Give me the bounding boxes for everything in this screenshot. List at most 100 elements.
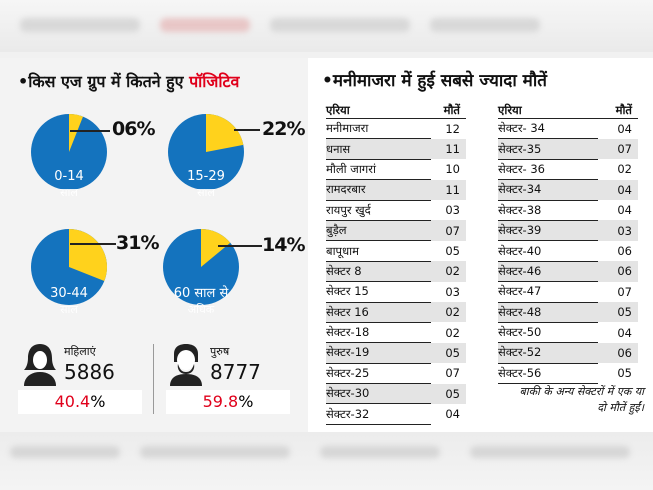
deaths-cell: 05	[431, 240, 466, 262]
table-row: रामदरबार 11	[326, 179, 466, 201]
blurred-page-bottom	[0, 432, 653, 490]
leader-line	[70, 130, 110, 132]
table-row: सेक्टर-38 04	[498, 200, 638, 221]
area-cell: सेक्टर-48	[498, 302, 598, 323]
deaths-cell: 06	[598, 342, 638, 364]
table-row: सेक्टर-52 06	[498, 342, 638, 364]
man-icon	[170, 344, 202, 386]
pie-slice	[69, 114, 83, 152]
deaths-cell: 02	[431, 261, 466, 282]
percent-15-29: 22%	[262, 118, 305, 140]
area-cell: सेक्टर-52	[498, 342, 598, 364]
area-cell: सेक्टर-25	[326, 363, 431, 385]
pie-0-14	[31, 114, 107, 190]
deaths-cell: 11	[431, 138, 466, 160]
table-row: मौली जागरां 10	[326, 159, 466, 181]
woman-icon	[24, 344, 56, 386]
deaths-cell: 06	[598, 240, 638, 262]
percent-sign: %	[90, 392, 106, 411]
area-cell: सेक्टर-32	[326, 403, 431, 425]
area-cell: सेक्टर-46	[498, 261, 598, 283]
deaths-cell: 11	[431, 179, 466, 201]
leader-line	[218, 245, 262, 247]
col-header-deaths: मौतें	[431, 102, 466, 119]
age-group-heading: •किस एज ग्रुप में कितने हुए पॉजिटिव	[18, 72, 240, 91]
pie-label-15-29: 15-29 साल	[167, 169, 245, 201]
pie-label-60-plus: 60 साल से अधिक	[162, 286, 240, 318]
women-count: 5886	[64, 360, 115, 384]
deaths-cell: 10	[431, 159, 466, 180]
area-cell: सेक्टर-39	[498, 220, 598, 242]
men-percent: 59.8%	[166, 390, 290, 414]
area-cell: धनास	[326, 138, 431, 160]
deaths-cell: 05	[598, 302, 638, 323]
gender-divider	[153, 344, 154, 414]
col-header-area: एरिया	[498, 102, 598, 119]
women-percent-value: 40.4	[54, 392, 91, 411]
table-row: सेक्टर-56 05	[498, 363, 638, 385]
deaths-table-left: एरिया मौतें मनीमाजरा 12 धनास 11 मौली जागरां 10…	[326, 102, 466, 425]
pie-slice	[206, 114, 244, 152]
pie-60-plus	[163, 229, 239, 305]
area-cell: मनीमाजरा	[326, 118, 431, 140]
deaths-cell: 03	[431, 200, 466, 221]
table-row: सेक्टर-25 07	[326, 363, 466, 385]
age-unit: साल	[60, 303, 78, 316]
age-unit: अधिक	[187, 303, 215, 316]
blurred-page-top	[0, 0, 653, 52]
age-group-panel: •किस एज ग्रुप में कितने हुए पॉजिटिव 0-14…	[0, 58, 308, 432]
table-row: सेक्टर-30 05	[326, 383, 466, 405]
deaths-cell: 07	[431, 220, 466, 241]
deaths-heading: •मनीमाजरा में हुई सबसे ज्यादा मौतें	[322, 71, 547, 91]
area-cell: सेक्टर-35	[498, 138, 598, 160]
table-row: सेक्टर-35 07	[498, 138, 638, 160]
deaths-cell: 04	[598, 200, 638, 221]
deaths-cell: 05	[431, 383, 466, 404]
percent-0-14: 06%	[112, 118, 155, 140]
pie-30-44	[31, 229, 107, 305]
pie-label-30-44: 30-44 साल	[30, 286, 108, 318]
table-row: सेक्टर- 34 04	[498, 118, 638, 140]
table-row: सेक्टर-39 03	[498, 220, 638, 242]
table-row: बापूधाम 05	[326, 240, 466, 262]
area-cell: बुड़ैल	[326, 220, 431, 242]
deaths-cell: 02	[598, 159, 638, 180]
table-row: सेक्टर- 36 02	[498, 159, 638, 181]
age-range: 15-29	[187, 169, 225, 184]
area-cell: सेक्टर-18	[326, 322, 431, 344]
table-row: सेक्टर-47 07	[498, 281, 638, 303]
age-range: 30-44	[50, 286, 88, 301]
area-cell: बापूधाम	[326, 240, 431, 262]
table-row: सेक्टर 16 02	[326, 302, 466, 323]
deaths-cell: 07	[598, 138, 638, 160]
table-row: सेक्टर-18 02	[326, 322, 466, 344]
area-cell: सेक्टर-30	[326, 383, 431, 405]
col-header-deaths: मौतें	[598, 102, 638, 119]
table-row: सेक्टर-40 06	[498, 240, 638, 262]
age-unit: साल	[60, 186, 78, 199]
area-cell: सेक्टर-38	[498, 200, 598, 221]
percent-sign: %	[238, 392, 254, 411]
deaths-cell: 04	[431, 403, 466, 425]
area-cell: सेक्टर- 36	[498, 159, 598, 181]
area-cell: सेक्टर 8	[326, 261, 431, 283]
leader-line	[70, 243, 116, 245]
area-cell: सेक्टर-56	[498, 363, 598, 385]
pie-slice	[201, 229, 231, 267]
deaths-cell: 04	[598, 322, 638, 343]
deaths-cell: 04	[598, 118, 638, 139]
pie-15-29	[168, 114, 244, 190]
deaths-cell: 07	[431, 363, 466, 384]
deaths-cell: 05	[431, 342, 466, 364]
table-row: मनीमाजरा 12	[326, 118, 466, 140]
area-cell: सेक्टर-34	[498, 179, 598, 201]
area-cell: सेक्टर 16	[326, 302, 431, 323]
area-cell: रामदरबार	[326, 179, 431, 201]
age-range: 60 साल से	[173, 286, 229, 301]
area-cell: सेक्टर-50	[498, 322, 598, 344]
deaths-cell: 05	[598, 363, 638, 384]
deaths-cell: 02	[431, 322, 466, 343]
age-unit: साल	[197, 186, 215, 199]
table-row: रायपुर खुर्द 03	[326, 200, 466, 221]
deaths-cell: 04	[598, 179, 638, 201]
